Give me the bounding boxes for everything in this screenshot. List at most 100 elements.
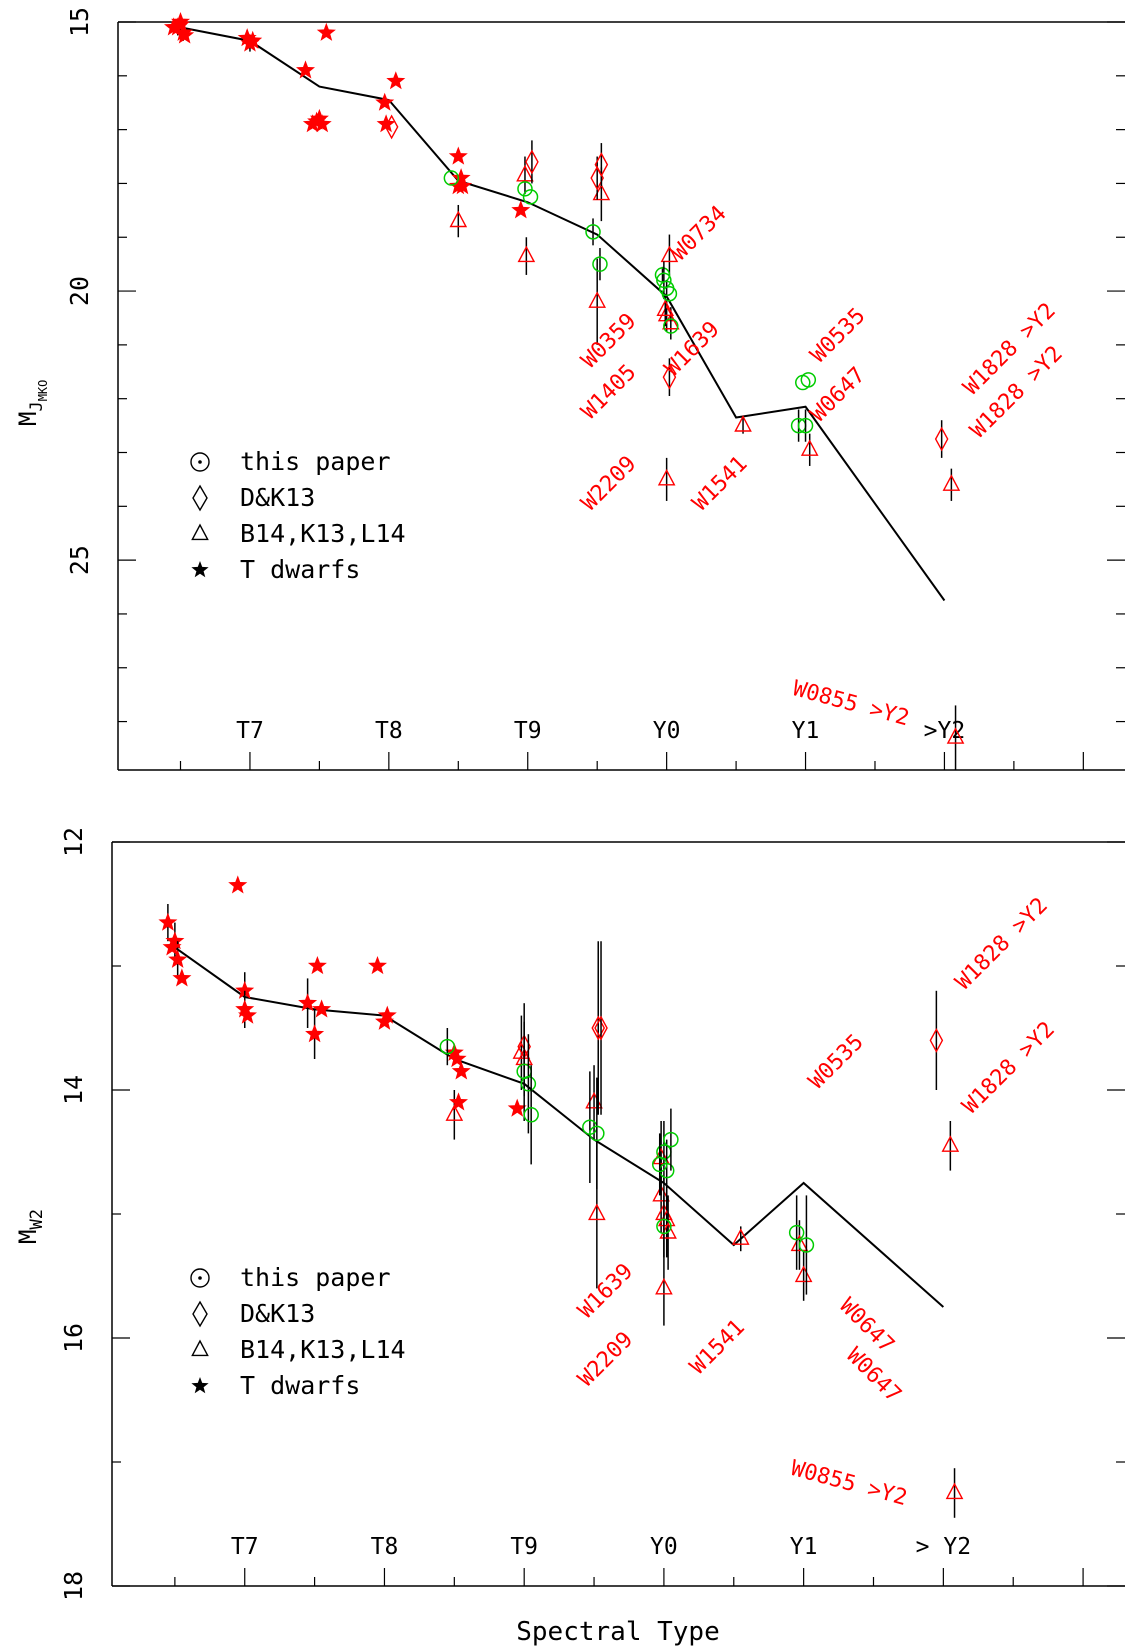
y-tick-label: 18 [59, 1571, 88, 1601]
t-dwarf-star [307, 956, 327, 975]
t-dwarf-star [312, 999, 332, 1018]
legend-circle-dot [198, 1276, 202, 1280]
t-dwarf-star [451, 168, 471, 187]
diamond-point [929, 1027, 944, 1053]
diamond-point [594, 1015, 608, 1041]
triangle-point [800, 439, 819, 456]
legend-triangle-icon [191, 523, 209, 541]
t-dwarf-star [316, 22, 336, 41]
t-dwarf-star [375, 92, 395, 111]
this-paper-circle [661, 286, 678, 302]
x-tick-label: T9 [514, 718, 542, 744]
legend-circle-icon [190, 1268, 210, 1288]
point-annotation: W0535 [806, 303, 871, 368]
triangle-point [942, 474, 961, 491]
this-paper-circle [523, 1107, 539, 1123]
x-tick-label: T8 [375, 718, 403, 744]
t-dwarf-star [312, 114, 332, 133]
this-paper-circle [656, 272, 672, 289]
legend-circle-dot [198, 460, 202, 464]
legend-label: T dwarfs [240, 1371, 360, 1400]
this-paper-circle [800, 372, 817, 388]
t-dwarf-star [243, 30, 263, 49]
legend-label: B14,K13,L14 [240, 1335, 406, 1364]
y-tick-label: 14 [59, 1075, 88, 1105]
point-annotation: W0855 >Y2 [788, 1456, 910, 1511]
point-annotation: W1541 [688, 451, 753, 516]
this-paper-circle [517, 181, 533, 197]
legend-diamond-icon [192, 484, 208, 512]
legend-diamond-icon [192, 1300, 208, 1328]
legend-label: T dwarfs [240, 555, 360, 584]
this-paper-circle [443, 170, 460, 186]
t-dwarf-star [235, 980, 255, 999]
t-dwarf-star [302, 114, 322, 133]
t-dwarf-star [448, 176, 468, 195]
this-paper-circle [651, 1156, 668, 1173]
this-paper-circle [589, 1125, 605, 1142]
this-paper-circle [520, 1076, 537, 1092]
t-dwarf-star [447, 1049, 467, 1068]
legend-triangle-icon [191, 1339, 209, 1357]
diamond-point [934, 426, 949, 452]
triangle-point [652, 1184, 670, 1202]
this-paper-circle [797, 417, 814, 434]
t-dwarf-star [158, 912, 178, 931]
triangle-point [517, 245, 536, 263]
x-tick-label: Y0 [650, 1534, 678, 1560]
triangle-point [445, 1104, 464, 1121]
x-tick-label: Y0 [653, 718, 681, 744]
triangle-point [588, 1203, 606, 1221]
triangle-point [660, 245, 679, 263]
y-tick-label: 15 [65, 7, 94, 37]
legend-star-icon [191, 1377, 209, 1394]
this-paper-circle [663, 318, 679, 334]
this-paper-circle [592, 256, 608, 272]
point-annotation: W0647 [841, 1343, 906, 1408]
point-annotation: W1405 [577, 360, 642, 425]
t-dwarf-star [175, 25, 195, 44]
t-dwarf-star [164, 17, 184, 36]
this-paper-circle [439, 1038, 456, 1055]
y-tick-label: 25 [65, 545, 94, 575]
t-dwarf-star [172, 968, 192, 987]
legend-label: this paper [240, 447, 391, 476]
x-tick-label: T7 [231, 1534, 259, 1560]
this-paper-circle [656, 1218, 672, 1235]
x-tick-label: T9 [510, 1534, 538, 1560]
diamond-point [525, 149, 539, 175]
t-dwarf-star [296, 60, 315, 79]
x-tick-label: T8 [371, 1534, 399, 1560]
t-dwarf-star [162, 937, 182, 956]
diamond-point [594, 152, 609, 178]
this-paper-circle [788, 1224, 805, 1241]
legend-label: D&K13 [240, 1299, 315, 1328]
y-tick-label: 12 [59, 827, 88, 857]
triangle-point [656, 299, 675, 316]
triangle-point [655, 1277, 673, 1295]
this-paper-circle [663, 1131, 679, 1148]
chart-panel-top: 15 20 25 T7 T8 T9 Y0 Y1 >Y2 MJMKO W0734 W0359 W1639 W… [14, 7, 1125, 771]
t-dwarf-star [298, 993, 318, 1012]
triangle-point [661, 312, 680, 330]
triangle-point [588, 291, 607, 308]
point-annotation: W1639 [660, 317, 725, 382]
x-tick-label: Y1 [792, 718, 820, 744]
point-annotation: W1828 >Y2 [958, 1017, 1060, 1119]
diamond-point [591, 1015, 606, 1041]
this-paper-circle [585, 224, 601, 240]
point-annotation: W0734 [667, 201, 732, 266]
x-tick-label: > Y2 [916, 1534, 971, 1560]
this-paper-circle [798, 1237, 815, 1253]
triangle-point [794, 1265, 813, 1283]
legend-circle-icon [190, 452, 210, 472]
t-dwarf-star [444, 1042, 464, 1061]
relation-line [174, 946, 945, 1308]
t-dwarf-star [228, 875, 248, 894]
x-tick-label: >Y2 [924, 718, 966, 744]
t-dwarf-star [237, 28, 257, 47]
point-annotation: W0647 [834, 1294, 899, 1359]
t-dwarf-star [511, 200, 531, 219]
triangle-point [734, 415, 752, 432]
